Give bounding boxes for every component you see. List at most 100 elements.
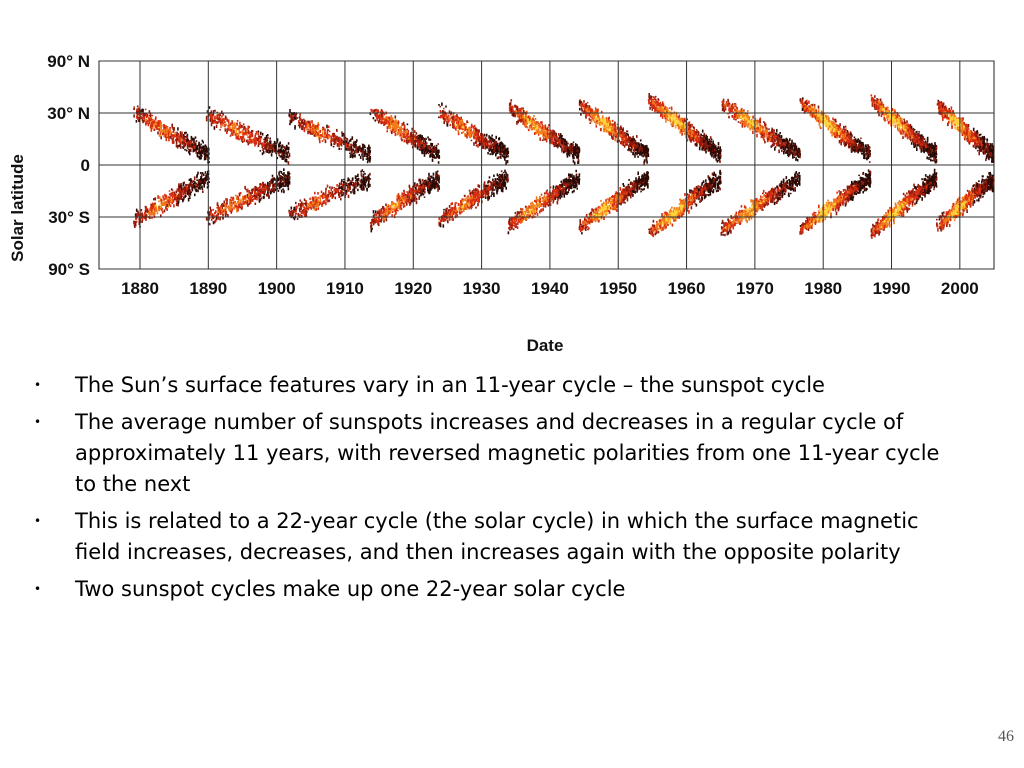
- sunspot-point: [339, 141, 342, 145]
- sunspot-point: [261, 152, 264, 156]
- sunspot-point: [262, 190, 265, 194]
- sunspot-point: [413, 130, 416, 133]
- sunspot-point: [236, 122, 238, 125]
- sunspot-point: [393, 202, 395, 205]
- sunspot-point: [322, 192, 325, 196]
- sunspot-point: [206, 148, 208, 150]
- sunspot-point: [295, 201, 297, 205]
- sunspot-point: [156, 122, 158, 124]
- sunspot-point: [317, 135, 320, 138]
- sunspot-point: [158, 196, 161, 200]
- sunspot-point: [219, 212, 222, 215]
- sunspot-point: [234, 123, 236, 128]
- sunspot-point: [496, 157, 499, 160]
- sunspot-point: [305, 213, 307, 216]
- sunspot-point: [381, 116, 383, 120]
- sunspot-point: [458, 127, 460, 129]
- sunspot-point: [243, 138, 246, 142]
- sunspot-point: [229, 200, 231, 204]
- sunspot-point: [193, 139, 195, 143]
- sunspot-point: [317, 132, 319, 135]
- sunspot-point: [507, 231, 510, 235]
- sunspot-point: [220, 123, 222, 126]
- sunspot-point: [269, 140, 272, 144]
- sunspot-point: [244, 195, 246, 199]
- sunspot-point: [237, 132, 239, 136]
- sunspot-point: [484, 185, 487, 188]
- sunspot-point: [477, 190, 480, 193]
- sunspot-point: [160, 136, 162, 140]
- sunspot-point: [425, 149, 428, 151]
- sunspot-point: [315, 133, 318, 137]
- sunspot-point: [272, 185, 274, 189]
- sunspot-point: [192, 186, 194, 189]
- sunspot-point: [381, 114, 383, 117]
- sunspot-point: [402, 193, 404, 197]
- sunspot-point: [449, 212, 451, 215]
- sunspot-point: [386, 126, 389, 130]
- sunspot-point: [328, 130, 331, 133]
- sunspot-point: [331, 196, 333, 199]
- sunspot-point: [471, 190, 474, 193]
- sunspot-point: [175, 141, 178, 145]
- sunspot-point: [476, 134, 479, 137]
- sunspot-point: [473, 142, 475, 146]
- sunspot-point: [330, 141, 332, 145]
- sunspot-point: [385, 116, 388, 120]
- sunspot-point: [319, 197, 321, 200]
- sunspot-point: [241, 124, 243, 129]
- sunspot-point: [160, 126, 163, 129]
- sunspot-point: [188, 144, 190, 148]
- sunspot-point: [414, 134, 417, 138]
- sunspot-point: [495, 181, 498, 185]
- sunspot-point: [197, 155, 199, 158]
- sunspot-point: [402, 197, 404, 201]
- sunspot-point: [247, 203, 249, 207]
- sunspot-point: [324, 194, 326, 198]
- sunspot-point: [304, 208, 306, 212]
- sunspot-point: [356, 150, 358, 154]
- sunspot-point: [321, 204, 323, 207]
- sunspot-point: [238, 193, 241, 197]
- sunspot-point: [327, 134, 330, 137]
- sunspot-point: [204, 182, 206, 185]
- sunspot-point: [350, 180, 352, 183]
- sunspot-point: [278, 171, 280, 176]
- sunspot-point: [273, 146, 276, 151]
- sunspot-point: [508, 106, 511, 109]
- sunspot-point: [462, 128, 464, 130]
- sunspot-point: [389, 120, 392, 123]
- sunspot-point: [492, 147, 494, 150]
- sunspot-point: [446, 211, 449, 213]
- sunspot-point: [155, 204, 158, 208]
- sunspot-point: [250, 198, 252, 203]
- sunspot-point: [264, 137, 266, 140]
- sunspot-point: [293, 112, 295, 116]
- sunspot-point: [321, 140, 324, 142]
- sunspot-point: [422, 193, 425, 196]
- sunspot-point: [469, 134, 472, 139]
- sunspot-point: [217, 214, 219, 218]
- sunspot-point: [292, 119, 295, 122]
- sunspot-point: [150, 117, 153, 121]
- sunspot-point: [334, 134, 337, 139]
- sunspot-point: [370, 225, 373, 228]
- sunspot-point: [280, 146, 282, 149]
- sunspot-point: [377, 114, 380, 117]
- sunspot-point: [498, 148, 500, 151]
- sunspot-point: [440, 216, 443, 219]
- sunspot-point: [389, 129, 392, 132]
- sunspot-point: [460, 116, 462, 121]
- sunspot-point: [423, 180, 426, 184]
- sunspot-point: [257, 194, 260, 197]
- sunspot-point: [133, 220, 135, 223]
- sunspot-point: [192, 184, 194, 189]
- sunspot-point: [314, 200, 317, 204]
- sunspot-point: [258, 198, 261, 203]
- sunspot-point: [247, 132, 250, 135]
- sunspot-point: [499, 149, 502, 153]
- sunspot-point: [403, 193, 405, 197]
- sunspot-point: [302, 125, 304, 128]
- sunspot-point: [219, 216, 221, 221]
- sunspot-point: [399, 129, 401, 133]
